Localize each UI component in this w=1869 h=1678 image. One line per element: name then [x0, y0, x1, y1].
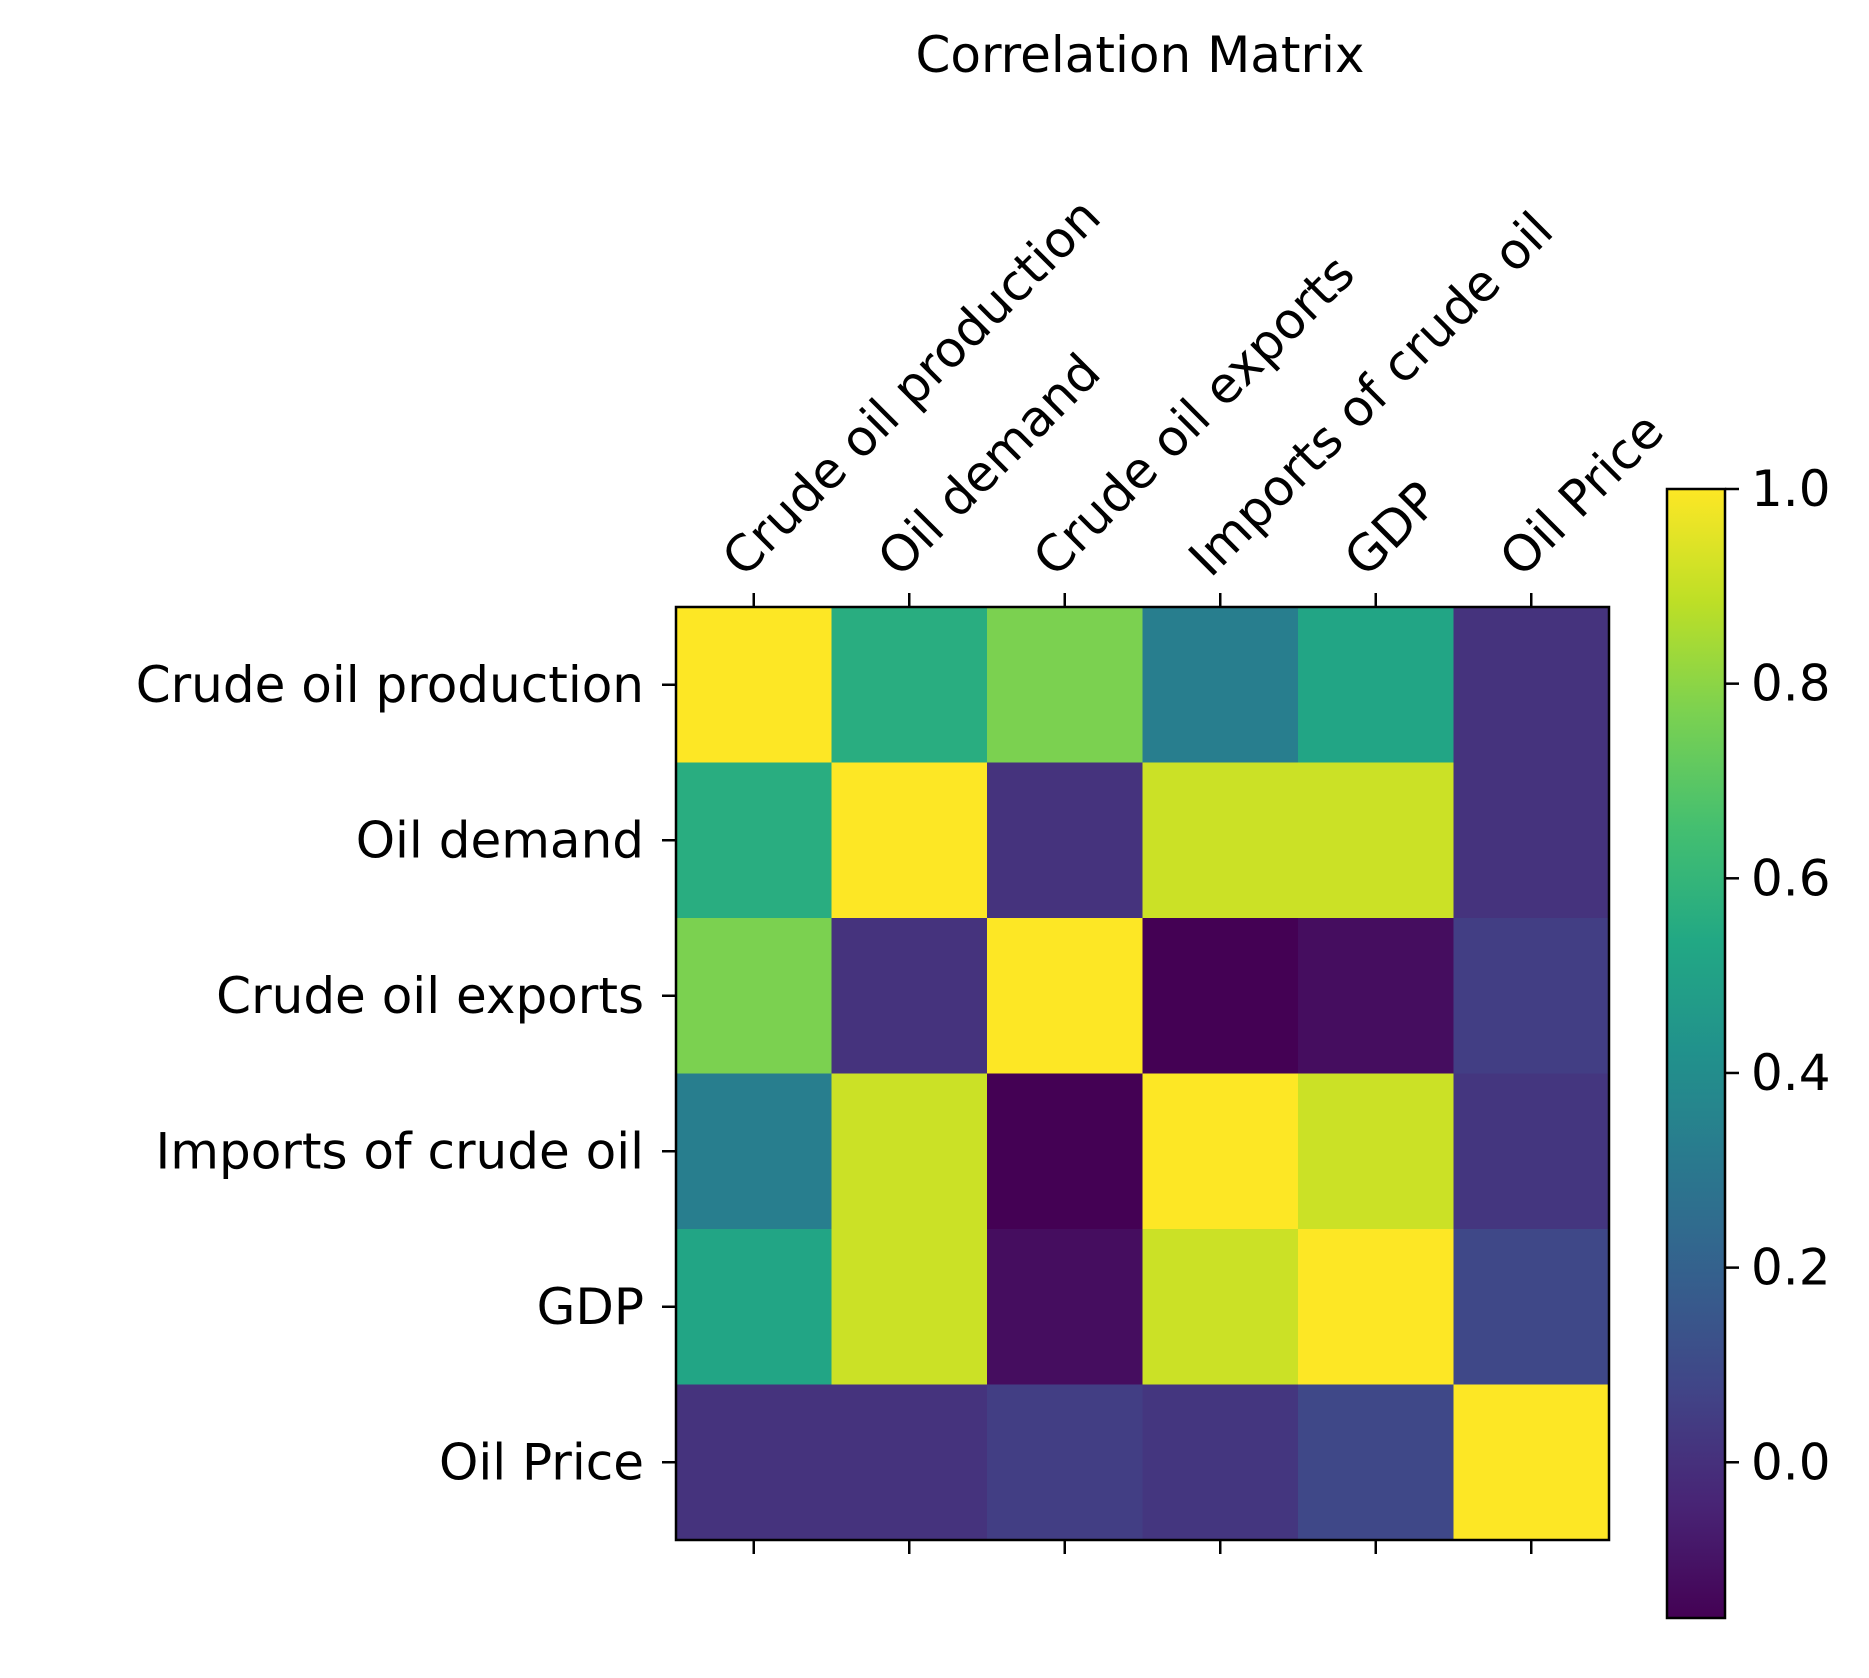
- x-label-oil-price: Oil Price: [1489, 402, 1675, 588]
- heatmap-cell-3-3: [1142, 1073, 1299, 1230]
- heatmap-cell-0-5: [1453, 607, 1610, 764]
- y-label-gdp: GDP: [537, 1278, 644, 1336]
- heatmap-cell-1-2: [987, 762, 1144, 919]
- y-label-oil-price: Oil Price: [439, 1433, 644, 1491]
- heatmap-cell-5-3: [1142, 1384, 1299, 1541]
- heatmap-cell-1-3: [1142, 762, 1299, 919]
- heatmap-cell-1-5: [1453, 762, 1610, 919]
- heatmap-cell-5-1: [831, 1384, 988, 1541]
- heatmap-cell-5-5: [1453, 1384, 1610, 1541]
- colorbar: 0.0 0.2 0.4 0.6 0.8 1.0: [1665, 460, 1831, 1620]
- heatmap-cell-3-2: [987, 1073, 1144, 1230]
- heatmap-cell-0-1: [831, 607, 988, 764]
- heatmap-cell-2-1: [831, 918, 988, 1075]
- heatmap-cell-5-4: [1298, 1384, 1455, 1541]
- chart-title: Correlation Matrix: [915, 26, 1364, 84]
- axis-ticks: [662, 593, 1533, 1554]
- heatmap-cell-4-2: [987, 1229, 1144, 1386]
- y-label-crude-oil-production: Crude oil production: [136, 656, 644, 714]
- heatmap-cell-2-0: [676, 918, 833, 1075]
- colorbar-tick-label-4: 0.8: [1751, 655, 1831, 713]
- heatmap-cell-2-3: [1142, 918, 1299, 1075]
- plot-frame: [674, 605, 1611, 1542]
- colorbar-tick-label-1: 0.2: [1751, 1239, 1831, 1297]
- heatmap-cell-3-4: [1298, 1073, 1455, 1230]
- heatmap-cell-3-1: [831, 1073, 988, 1230]
- heatmap-cell-5-0: [676, 1384, 833, 1541]
- heatmap-cells: [676, 607, 1610, 1541]
- heatmap-cell-4-5: [1453, 1229, 1610, 1386]
- heatmap-cell-4-1: [831, 1229, 988, 1386]
- colorbar-tick-label-5: 1.0: [1751, 460, 1831, 518]
- heatmap-cell-1-4: [1298, 762, 1455, 919]
- x-label-gdp: GDP: [1333, 471, 1450, 588]
- colorbar-tick-label-2: 0.4: [1751, 1044, 1831, 1102]
- heatmap-cell-3-0: [676, 1073, 833, 1230]
- heatmap-cell-0-2: [987, 607, 1144, 764]
- y-label-imports-of-crude-oil: Imports of crude oil: [156, 1122, 644, 1180]
- heatmap-cell-1-0: [676, 762, 833, 919]
- heatmap-cell-0-3: [1142, 607, 1299, 764]
- colorbar-tick-label-3: 0.6: [1751, 849, 1831, 907]
- colorbar-scale: [1665, 487, 1727, 1620]
- heatmap-cell-2-2: [987, 918, 1144, 1075]
- y-tick-labels: Crude oil production Oil demand Crude oil …: [136, 656, 644, 1492]
- colorbar-tick-label-0: 0.0: [1751, 1433, 1831, 1491]
- heatmap-cell-0-0: [676, 607, 833, 764]
- heatmap-cell-2-5: [1453, 918, 1610, 1075]
- heatmap-cell-5-2: [987, 1384, 1144, 1541]
- heatmap-cell-2-4: [1298, 918, 1455, 1075]
- heatmap-cell-4-3: [1142, 1229, 1299, 1386]
- y-label-oil-demand: Oil demand: [356, 811, 644, 869]
- y-label-crude-oil-exports: Crude oil exports: [216, 967, 644, 1025]
- heatmap-cell-3-5: [1453, 1073, 1610, 1230]
- heatmap-cell-1-1: [831, 762, 988, 919]
- heatmap-cell-4-0: [676, 1229, 833, 1386]
- heatmap-cell-0-4: [1298, 607, 1455, 764]
- heatmap-cell-4-4: [1298, 1229, 1455, 1386]
